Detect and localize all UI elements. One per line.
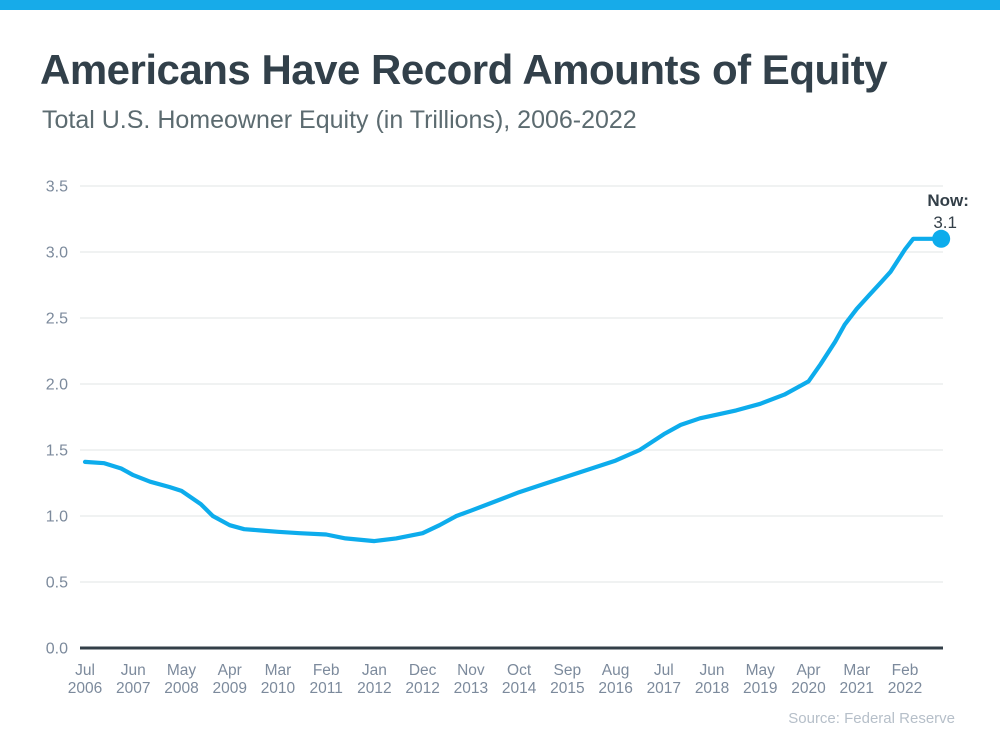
page-subtitle: Total U.S. Homeowner Equity (in Trillion… bbox=[42, 106, 637, 134]
x-tick-label: Jun 2007 bbox=[116, 662, 150, 697]
x-tick-label: May 2008 bbox=[164, 662, 198, 697]
x-tick-label: Dec 2012 bbox=[405, 662, 439, 697]
y-tick-label: 0.5 bbox=[46, 575, 68, 592]
annotation-label: Now: bbox=[927, 191, 969, 210]
page-title: Americans Have Record Amounts of Equity bbox=[40, 46, 888, 93]
x-tick-label: Nov 2013 bbox=[454, 662, 488, 697]
y-tick-label: 3.0 bbox=[46, 245, 68, 262]
x-tick-label: Feb 2022 bbox=[888, 662, 922, 697]
y-tick-label: 1.5 bbox=[46, 443, 68, 460]
y-tick-label: 2.5 bbox=[46, 311, 68, 328]
x-tick-label: Sep 2015 bbox=[550, 662, 584, 697]
x-tick-label: Jan 2012 bbox=[357, 662, 391, 697]
x-tick-label: Apr 2009 bbox=[212, 662, 246, 697]
x-tick-label: May 2019 bbox=[743, 662, 777, 697]
top-accent-bar bbox=[0, 0, 1000, 10]
y-tick-label: 2.0 bbox=[46, 377, 68, 394]
source-credit: Source: Federal Reserve bbox=[788, 710, 955, 727]
x-tick-label: Jun 2018 bbox=[695, 662, 729, 697]
x-tick-label: Oct 2014 bbox=[502, 662, 537, 697]
x-tick-label: Mar 2021 bbox=[840, 662, 874, 697]
current-value-dot bbox=[932, 229, 951, 248]
x-tick-label: Jul 2006 bbox=[68, 662, 102, 697]
x-tick-label: Apr 2020 bbox=[791, 662, 826, 697]
x-tick-label: Aug 2016 bbox=[598, 662, 632, 697]
y-tick-label: 3.5 bbox=[46, 179, 68, 196]
annotation-value: 3.1 bbox=[933, 213, 957, 232]
equity-line bbox=[82, 236, 944, 544]
x-tick-label: Feb 2011 bbox=[310, 662, 343, 697]
x-tick-label: Mar 2010 bbox=[261, 662, 296, 697]
y-tick-label: 1.0 bbox=[46, 509, 68, 526]
y-tick-label: 0.0 bbox=[46, 641, 68, 658]
x-tick-label: Jul 2017 bbox=[647, 662, 681, 697]
